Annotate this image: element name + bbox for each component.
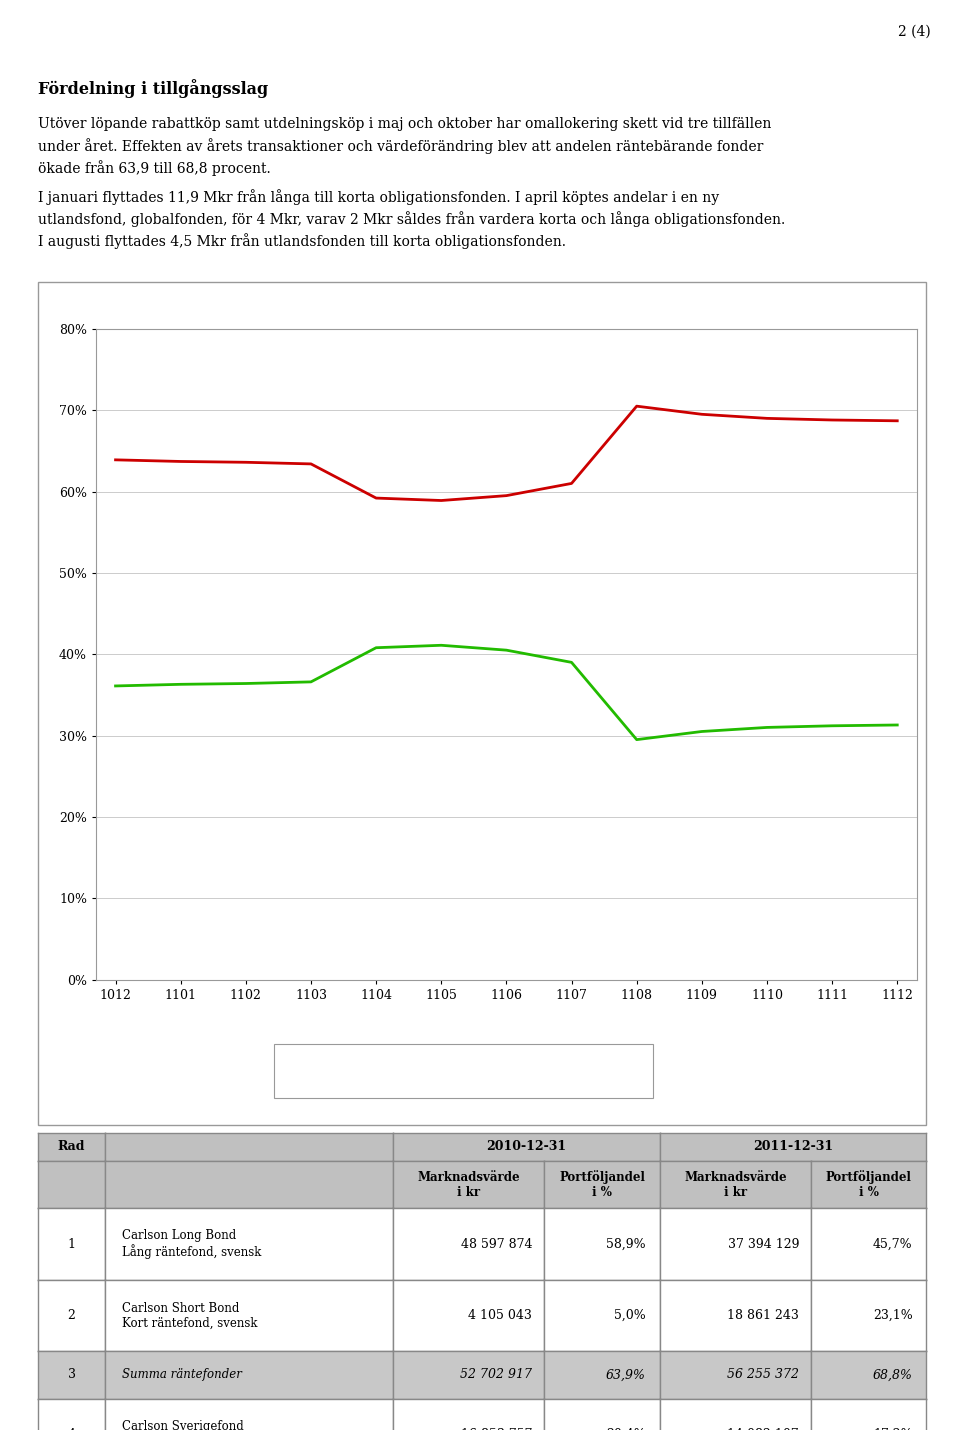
Text: Rad: Rad — [58, 1140, 85, 1154]
Text: 23,1%: 23,1% — [873, 1308, 913, 1323]
Text: Carlson Short Bond
Kort räntefond, svensk: Carlson Short Bond Kort räntefond, svens… — [122, 1301, 257, 1330]
Text: 52 702 917: 52 702 917 — [460, 1369, 532, 1381]
Text: 1: 1 — [67, 1237, 76, 1251]
Text: Carlson Long Bond
Lång räntefond, svensk: Carlson Long Bond Lång räntefond, svensk — [122, 1228, 261, 1260]
Text: Fördelning i tillgångsslag: Fördelning i tillgångsslag — [38, 79, 269, 97]
Text: 48 597 874: 48 597 874 — [461, 1237, 532, 1251]
Text: 2011-12-31: 2011-12-31 — [753, 1140, 833, 1154]
Text: Carlson Sverigefond
Svenska aktier: Carlson Sverigefond Svenska aktier — [122, 1420, 244, 1430]
Text: Marknadsvärde
i kr: Marknadsvärde i kr — [418, 1171, 520, 1198]
Text: 5,0%: 5,0% — [614, 1308, 646, 1323]
Text: 4 105 043: 4 105 043 — [468, 1308, 532, 1323]
Text: Aktier: Aktier — [518, 1064, 560, 1078]
Text: 4: 4 — [67, 1427, 76, 1430]
Text: Marknadsvärde
i kr: Marknadsvärde i kr — [684, 1171, 787, 1198]
Text: 58,9%: 58,9% — [607, 1237, 646, 1251]
Text: Summa räntefonder: Summa räntefonder — [122, 1369, 242, 1381]
Text: 37 394 129: 37 394 129 — [728, 1237, 799, 1251]
Text: 17,2%: 17,2% — [873, 1427, 913, 1430]
Text: 63,9%: 63,9% — [606, 1369, 646, 1381]
Text: 2 (4): 2 (4) — [899, 24, 931, 39]
Text: 20,4%: 20,4% — [606, 1427, 646, 1430]
Text: 14 082 107: 14 082 107 — [728, 1427, 799, 1430]
Text: Portföljandel
i %: Portföljandel i % — [826, 1170, 912, 1200]
Text: Portföljandel
i %: Portföljandel i % — [559, 1170, 645, 1200]
Text: 16 853 757: 16 853 757 — [461, 1427, 532, 1430]
Text: 68,8%: 68,8% — [873, 1369, 913, 1381]
Text: 3: 3 — [67, 1369, 76, 1381]
Text: 56 255 372: 56 255 372 — [727, 1369, 799, 1381]
Text: Utöver löpande rabattköp samt utdelningsköp i maj och oktober har omallokering s: Utöver löpande rabattköp samt utdelnings… — [38, 117, 772, 176]
Text: 2010-12-31: 2010-12-31 — [487, 1140, 566, 1154]
Text: 45,7%: 45,7% — [873, 1237, 913, 1251]
Text: 2: 2 — [67, 1308, 76, 1323]
Text: Svenska räntebärande: Svenska räntebärande — [328, 1064, 480, 1078]
Text: 18 861 243: 18 861 243 — [727, 1308, 799, 1323]
Text: I januari flyttades 11,9 Mkr från långa till korta obligationsfonden. I april kö: I januari flyttades 11,9 Mkr från långa … — [38, 189, 785, 249]
